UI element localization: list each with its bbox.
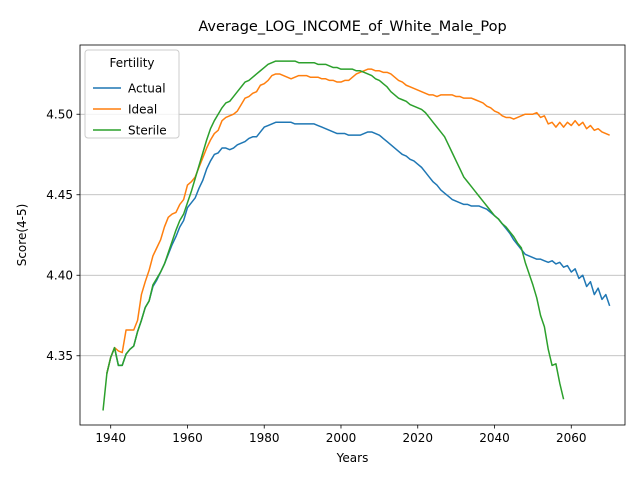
x-tick-label-1: 1960 bbox=[172, 431, 203, 445]
legend-label-sterile: Sterile bbox=[128, 123, 167, 137]
chart-title: Average_LOG_INCOME_of_White_Male_Pop bbox=[198, 19, 506, 35]
y-tick-label-2: 4.45 bbox=[46, 188, 73, 202]
x-tick-label-5: 2040 bbox=[479, 431, 510, 445]
x-tick-label-6: 2060 bbox=[556, 431, 587, 445]
y-tick-label-0: 4.35 bbox=[46, 349, 73, 363]
series-line-ideal bbox=[106, 68, 610, 374]
x-tick-label-0: 1940 bbox=[95, 431, 126, 445]
y-axis-label: Score(4-5) bbox=[15, 204, 29, 267]
legend-label-actual: Actual bbox=[128, 81, 166, 95]
x-tick-label-3: 2000 bbox=[326, 431, 357, 445]
legend-box bbox=[84, 49, 180, 139]
plot-frame bbox=[79, 44, 626, 426]
legend: Fertility Actual Ideal Sterile bbox=[84, 49, 180, 139]
x-tick-label-2: 1980 bbox=[249, 431, 280, 445]
series-lines bbox=[102, 60, 611, 411]
y-tick-label-1: 4.40 bbox=[46, 269, 73, 283]
series-line-sterile bbox=[102, 60, 565, 411]
legend-title: Fertility bbox=[109, 56, 154, 70]
x-axis-label: Years bbox=[336, 451, 369, 465]
x-tick-label-4: 2020 bbox=[402, 431, 433, 445]
series-line-actual bbox=[106, 121, 611, 374]
y-axis-ticks: 4.35 4.40 4.45 4.50 bbox=[46, 108, 80, 363]
x-axis-ticks: 1940 1960 1980 2000 2020 2040 2060 bbox=[95, 425, 587, 445]
legend-entries: Actual Ideal Sterile bbox=[93, 81, 167, 137]
y-tick-label-3: 4.50 bbox=[46, 108, 73, 122]
legend-label-ideal: Ideal bbox=[128, 102, 157, 116]
